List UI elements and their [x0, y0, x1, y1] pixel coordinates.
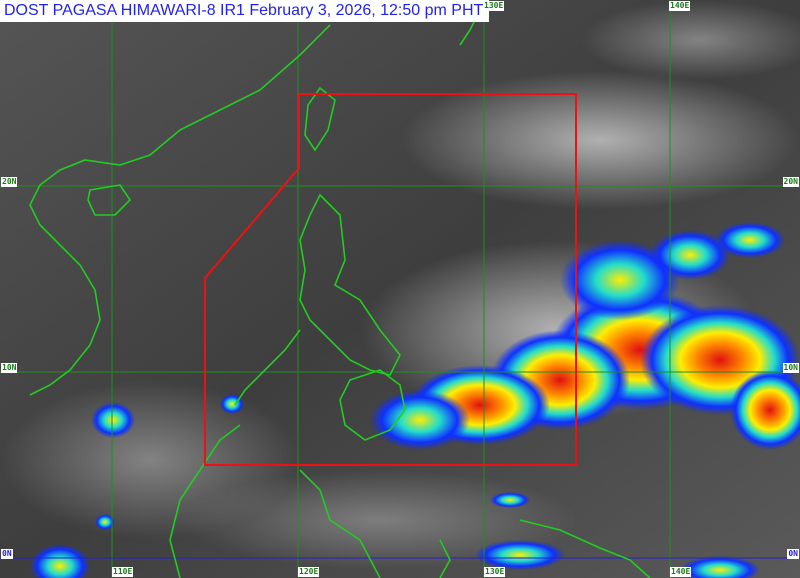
lon-label-110e: 110E: [112, 567, 134, 577]
coastlines: [29, 9, 651, 578]
lon-label-140e: 140E: [670, 567, 692, 577]
lon-label-top-130e: 130E: [483, 1, 505, 11]
lat-label-left-20n: 20N: [1, 177, 18, 187]
lon-label-130e: 130E: [484, 567, 506, 577]
lat-label-right-0n: 0N: [787, 549, 799, 559]
image-title: DOST PAGASA HIMAWARI-8 IR1 February 3, 2…: [0, 0, 490, 22]
lon-label-top-140e: 140E: [669, 1, 691, 11]
lat-label-left-10n: 10N: [1, 363, 18, 373]
lat-label-right-20n: 20N: [782, 177, 799, 187]
par-boundary: [204, 93, 577, 466]
lon-label-120e: 120E: [298, 567, 320, 577]
lat-label-left-0n: 0N: [1, 549, 13, 559]
lat-label-right-10n: 10N: [782, 363, 799, 373]
